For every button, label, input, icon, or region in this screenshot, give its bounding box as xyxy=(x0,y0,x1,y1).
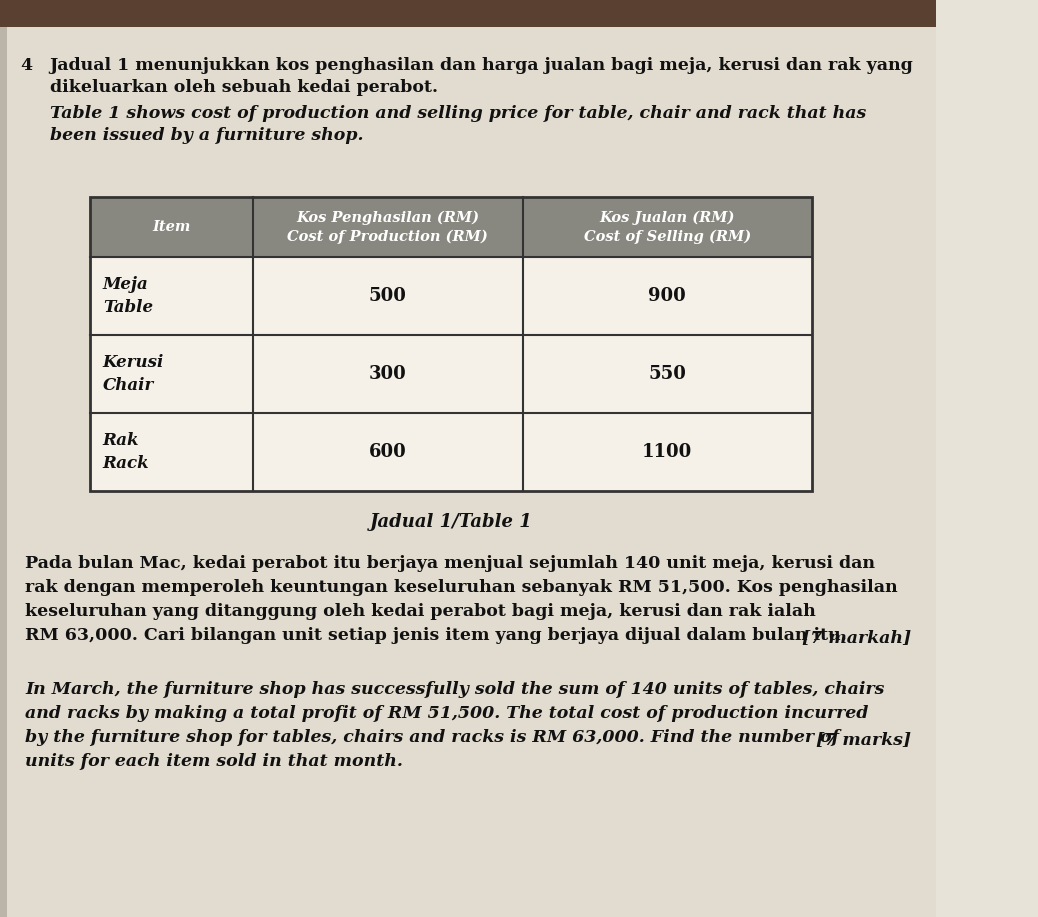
Text: keseluruhan yang ditanggung oleh kedai perabot bagi meja, kerusi dan rak ialah: keseluruhan yang ditanggung oleh kedai p… xyxy=(25,603,816,620)
Text: [7 markah]: [7 markah] xyxy=(801,629,910,646)
Text: by the furniture shop for tables, chairs and racks is RM 63,000. Find the number: by the furniture shop for tables, chairs… xyxy=(25,729,840,746)
Text: Pada bulan Mac, kedai perabot itu berjaya menjual sejumlah 140 unit meja, kerusi: Pada bulan Mac, kedai perabot itu berjay… xyxy=(25,555,875,572)
Text: 300: 300 xyxy=(368,365,407,383)
Text: units for each item sold in that month.: units for each item sold in that month. xyxy=(25,753,403,770)
Text: dikeluarkan oleh sebuah kedai perabot.: dikeluarkan oleh sebuah kedai perabot. xyxy=(50,79,438,96)
Text: 1100: 1100 xyxy=(643,443,692,461)
Bar xyxy=(0,27,7,917)
Text: Kos Penghasilan (RM)
Cost of Production (RM): Kos Penghasilan (RM) Cost of Production … xyxy=(288,210,488,244)
Text: Kerusi
Chair: Kerusi Chair xyxy=(103,354,164,394)
Text: Jadual 1 menunjukkan kos penghasilan dan harga jualan bagi meja, kerusi dan rak : Jadual 1 menunjukkan kos penghasilan dan… xyxy=(50,57,913,74)
Text: Table 1 shows cost of production and selling price for table, chair and rack tha: Table 1 shows cost of production and sel… xyxy=(50,105,866,122)
Text: 600: 600 xyxy=(368,443,407,461)
Bar xyxy=(90,335,812,413)
Text: and racks by making a total profit of RM 51,500. The total cost of production in: and racks by making a total profit of RM… xyxy=(25,705,869,722)
Text: In March, the furniture shop has successfully sold the sum of 140 units of table: In March, the furniture shop has success… xyxy=(25,681,884,698)
Bar xyxy=(90,257,812,335)
Text: been issued by a furniture shop.: been issued by a furniture shop. xyxy=(50,127,363,144)
Text: Meja
Table: Meja Table xyxy=(103,276,153,316)
Text: 550: 550 xyxy=(649,365,686,383)
Text: 500: 500 xyxy=(368,287,407,305)
Text: Jadual 1/​Table 1: Jadual 1/​Table 1 xyxy=(370,513,532,531)
Text: rak dengan memperoleh keuntungan keseluruhan sebanyak RM 51,500. Kos penghasilan: rak dengan memperoleh keuntungan keselur… xyxy=(25,579,898,596)
Text: Rak
Rack: Rak Rack xyxy=(103,432,149,472)
Text: 4: 4 xyxy=(20,57,32,74)
Bar xyxy=(90,413,812,491)
Text: [7 marks]: [7 marks] xyxy=(816,731,910,748)
Bar xyxy=(90,197,812,491)
Text: Kos Jualan (RM)
Cost of Selling (RM): Kos Jualan (RM) Cost of Selling (RM) xyxy=(583,210,750,244)
Text: 900: 900 xyxy=(649,287,686,305)
Text: RM 63,000. Cari bilangan unit setiap jenis item yang berjaya dijual dalam bulan : RM 63,000. Cari bilangan unit setiap jen… xyxy=(25,627,847,644)
Bar xyxy=(0,0,936,30)
Text: Item: Item xyxy=(153,220,191,234)
Bar xyxy=(90,197,812,257)
